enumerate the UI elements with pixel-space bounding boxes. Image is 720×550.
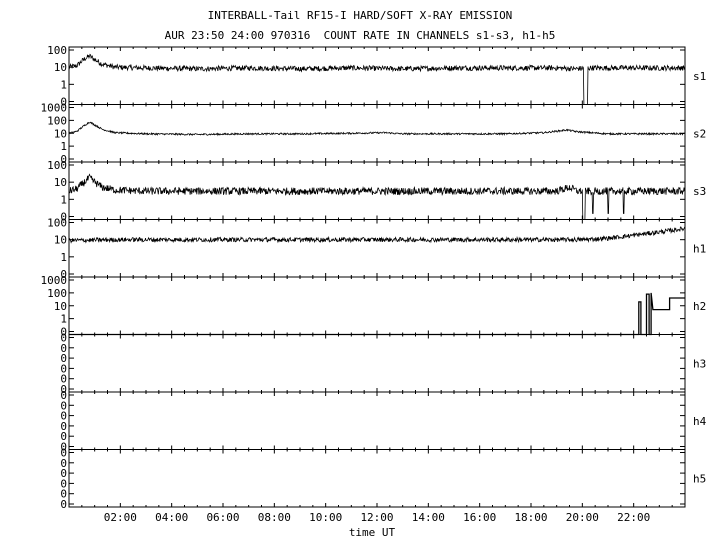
y-tick-label-s2-3: 1 <box>60 140 67 153</box>
y-tick-label-h2-3: 1 <box>60 313 67 326</box>
panel-frame-h4 <box>68 391 686 450</box>
y-tick-label-s3-0: 100 <box>47 159 67 172</box>
y-tick-label-h4-3: 0 <box>60 420 67 433</box>
y-tick-label-s1-0: 100 <box>47 44 67 57</box>
x-tick-label-8: 18:00 <box>514 511 547 524</box>
series-h1 <box>68 226 686 244</box>
y-tick-label-h3-2: 0 <box>60 352 67 365</box>
series-s2 <box>68 121 686 137</box>
y-tick-label-s2-0: 1000 <box>41 102 68 115</box>
panel-frame-h5 <box>68 449 686 508</box>
y-tick-label-s1-2: 1 <box>60 78 67 91</box>
x-tick-label-4: 10:00 <box>309 511 342 524</box>
y-tick-label-h3-0: 0 <box>60 332 67 345</box>
series-s3 <box>68 173 686 220</box>
y-tick-label-h4-2: 0 <box>60 410 67 423</box>
y-tick-label-h1-2: 1 <box>60 251 67 264</box>
y-tick-label-h1-1: 10 <box>54 234 67 247</box>
y-tick-label-h5-0: 0 <box>60 447 67 460</box>
y-tick-label-h4-1: 0 <box>60 399 67 412</box>
x-axis-label: time UT <box>349 526 396 539</box>
y-tick-label-s2-4: 0 <box>60 153 67 166</box>
x-tick-label-9: 20:00 <box>566 511 599 524</box>
y-tick-label-s3-1: 10 <box>54 176 67 189</box>
x-tick-label-1: 04:00 <box>155 511 188 524</box>
channel-label-s3: s3 <box>693 185 706 198</box>
x-tick-label-3: 08:00 <box>258 511 291 524</box>
panel-frame-h2 <box>68 276 686 335</box>
y-tick-label-h2-4: 0 <box>60 326 67 339</box>
channel-label-s2: s2 <box>693 127 706 140</box>
y-tick-label-h3-4: 0 <box>60 373 67 386</box>
y-tick-label-s2-2: 10 <box>54 127 67 140</box>
y-tick-label-h5-2: 0 <box>60 467 67 480</box>
channel-label-h4: h4 <box>693 415 707 428</box>
y-tick-label-h2-1: 100 <box>47 287 67 300</box>
x-tick-label-10: 22:00 <box>617 511 650 524</box>
chart-title: INTERBALL-Tail RF15-I HARD/SOFT X-RAY EM… <box>207 9 513 22</box>
y-tick-label-h1-3: 0 <box>60 268 67 281</box>
y-tick-label-h4-0: 0 <box>60 389 67 402</box>
y-tick-label-h5-4: 0 <box>60 488 67 501</box>
chart-subtitle: AUR 23:50 24:00 970316 COUNT RATE IN CHA… <box>164 29 556 42</box>
panel-frame-h3 <box>68 334 686 393</box>
y-tick-label-h5-1: 0 <box>60 457 67 470</box>
x-tick-label-2: 06:00 <box>206 511 239 524</box>
y-tick-label-s3-3: 0 <box>60 211 67 224</box>
y-tick-label-h4-4: 0 <box>60 430 67 443</box>
y-tick-label-h2-0: 1000 <box>41 274 68 287</box>
series-s1 <box>68 53 686 105</box>
x-tick-label-0: 02:00 <box>104 511 137 524</box>
y-tick-label-h3-5: 0 <box>60 383 67 396</box>
y-tick-label-s1-3: 0 <box>60 96 67 109</box>
channel-label-h1: h1 <box>693 242 706 255</box>
y-tick-label-h4-5: 0 <box>60 441 67 454</box>
x-tick-label-7: 16:00 <box>463 511 496 524</box>
x-tick-label-5: 12:00 <box>360 511 393 524</box>
y-tick-label-h1-0: 100 <box>47 217 67 230</box>
panel-frame-h1 <box>68 219 686 278</box>
y-tick-label-s1-1: 10 <box>54 61 67 74</box>
channel-label-s1: s1 <box>693 70 706 83</box>
y-tick-label-h3-3: 0 <box>60 362 67 375</box>
y-tick-label-s3-2: 1 <box>60 193 67 206</box>
channel-label-h5: h5 <box>693 472 706 485</box>
channel-label-h3: h3 <box>693 357 706 370</box>
panel-frame-s1 <box>68 46 686 105</box>
y-tick-label-s2-1: 100 <box>47 114 67 127</box>
y-tick-label-h2-2: 10 <box>54 300 67 313</box>
y-tick-label-h3-1: 0 <box>60 342 67 355</box>
channel-label-h2: h2 <box>693 300 706 313</box>
series-h2 <box>69 292 685 336</box>
y-tick-label-h5-5: 0 <box>60 498 67 511</box>
x-tick-label-6: 14:00 <box>412 511 445 524</box>
y-tick-label-h5-3: 0 <box>60 477 67 490</box>
